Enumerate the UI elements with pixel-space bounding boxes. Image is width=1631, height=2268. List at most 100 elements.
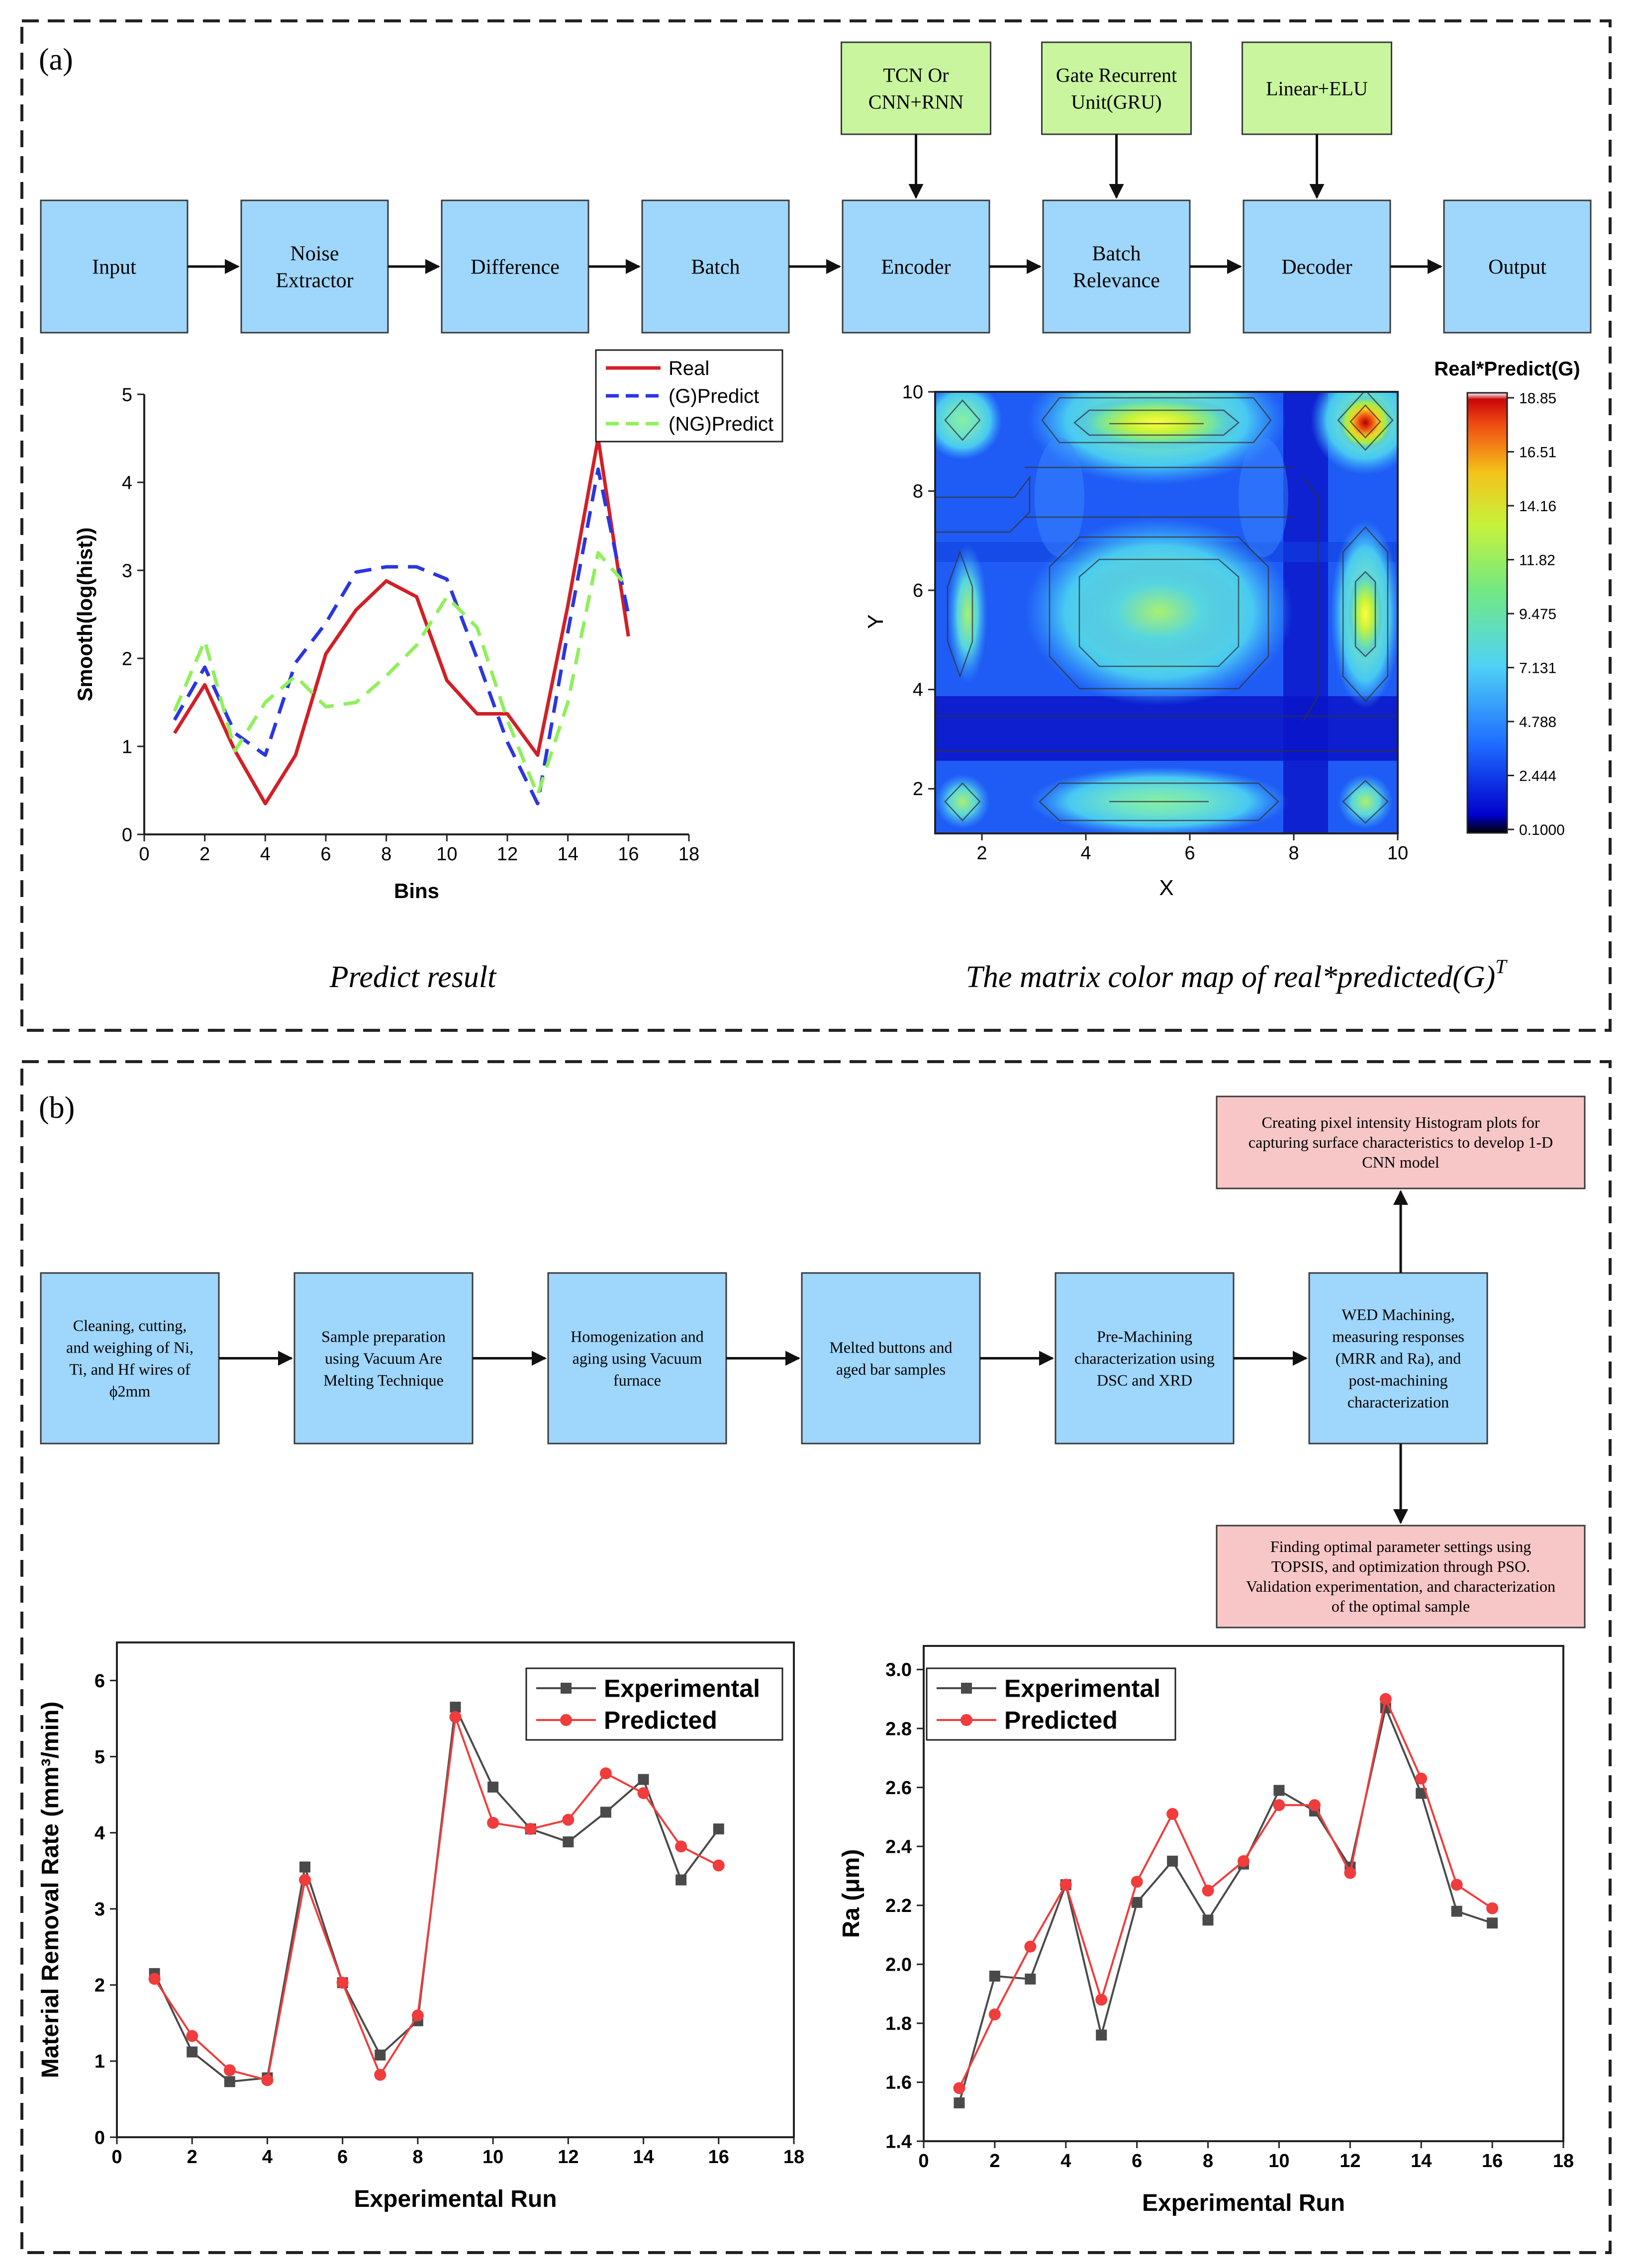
data-point: [336, 1977, 349, 1989]
flow-box-label-line: Homogenization and: [571, 1328, 703, 1346]
data-point: [1096, 2029, 1107, 2041]
process-flow: Cleaning, cutting, and weighing of Ni, Ti,…: [40, 1272, 1488, 1445]
data-point: [637, 1787, 650, 1800]
y-axis-label: Ra (μm): [838, 1849, 864, 1938]
caption-predict-result: Predict result: [329, 960, 497, 994]
scale-tick-label: 16.51: [1519, 445, 1556, 461]
flow-box-label-line: (MRR and Ra), and: [1336, 1350, 1461, 1367]
flow-box-label: Sample preparation using Vacuum Are Meltin…: [321, 1328, 446, 1389]
data-point: [1131, 1897, 1143, 1908]
data-point: [224, 2076, 235, 2087]
scale-tick-label: 4.788: [1519, 714, 1556, 730]
y-tick-label: 2.4: [885, 1836, 912, 1857]
data-point: [186, 2030, 198, 2042]
data-point: [953, 2082, 965, 2094]
flow-box-label-line: characterization using: [1074, 1350, 1215, 1367]
flow-box-label-line: ϕ2mm: [109, 1382, 151, 1400]
module-box: [1242, 41, 1392, 135]
x-axis-label: Bins: [394, 879, 439, 903]
data-point: [299, 1874, 311, 1886]
pipeline-box-label: Output: [1488, 256, 1546, 279]
legend-label: Experimental: [1004, 1675, 1160, 1703]
module-box: [841, 41, 991, 135]
data-point: [450, 1702, 461, 1713]
x-axis-label: Experimental Run: [1142, 2190, 1345, 2216]
legend-label: Real: [669, 358, 709, 379]
data-point: [411, 2009, 424, 2022]
x-tick-label: 14: [633, 2147, 654, 2168]
caption-color-map: The matrix color map of real*predicted(G…: [966, 955, 1508, 994]
pipeline-box-label: Batch Relevance: [1073, 243, 1160, 292]
pipeline-box: [1243, 199, 1391, 334]
x-tick-label: 6: [337, 2147, 348, 2168]
pipeline-box-label-line: Batch: [691, 256, 740, 279]
colormap-y-tick-label: 8: [913, 481, 923, 502]
colormap-field: [935, 392, 1398, 833]
colormap-y-tick-label: 6: [913, 580, 923, 601]
pipeline-box: [240, 199, 389, 334]
y-tick-label: 3: [95, 1899, 105, 1920]
flow-box: [40, 1272, 220, 1445]
module-box: [1041, 41, 1192, 135]
data-point: [1202, 1885, 1214, 1897]
x-tick-label: 4: [260, 844, 271, 865]
plot-frame: [116, 1641, 795, 2138]
x-tick-label: 8: [412, 2147, 423, 2168]
pipeline-box: [40, 199, 189, 334]
scale-tick-label: 0.1000: [1519, 822, 1565, 838]
flow-box-label: WED Machining, measuring responses (MRR an…: [1332, 1306, 1464, 1411]
flow-box-label-line: using Vacuum Are: [325, 1350, 442, 1367]
x-tick-label: 2: [187, 2147, 197, 2168]
colormap-y-tick-label: 2: [913, 779, 923, 800]
flow-box-label-line: and weighing of Ni,: [66, 1339, 193, 1357]
legend-label: Predicted: [604, 1707, 717, 1734]
flow-box: [1055, 1272, 1235, 1445]
legend-label: Experimental: [604, 1675, 760, 1703]
x-tick-label: 16: [618, 844, 639, 865]
data-point: [1415, 1772, 1428, 1785]
flow-box-label-line: WED Machining,: [1342, 1306, 1455, 1324]
pipeline-box: [1443, 199, 1592, 334]
data-point: [563, 1836, 574, 1848]
flow-box-label-line: Melting Technique: [323, 1371, 444, 1389]
pipeline-box-label-line: Output: [1488, 256, 1546, 279]
x-tick-label: 6: [320, 844, 331, 865]
panel-b-label: (b): [39, 1091, 75, 1125]
flow-box: [1308, 1272, 1488, 1445]
legend-marker: [960, 1714, 972, 1726]
flow-box-label: Homogenization and aging using Vacuum furn…: [571, 1328, 703, 1389]
optimization-box: [1216, 1525, 1586, 1629]
y-tick-label: 4: [122, 472, 132, 493]
flow-box: [293, 1272, 474, 1445]
predict-result-chart: 0 2 4 6 8 10 12 14 16 18012345BinsSmooth(log(hist…: [73, 349, 783, 903]
side-box-line: Creating pixel intensity Histogram plots…: [1261, 1113, 1539, 1131]
legend-marker: [961, 1683, 972, 1694]
x-tick-label: 0: [111, 2147, 122, 2168]
pipeline-box-label-line: Relevance: [1073, 270, 1160, 292]
colormap-frame: [934, 391, 1399, 834]
data-point: [1238, 1855, 1249, 1867]
flow-box-label-line: Ti, and Hf wires of: [69, 1361, 191, 1378]
data-point: [223, 2064, 236, 2077]
pipeline-box: [441, 199, 589, 334]
legend-label: Predicted: [1004, 1707, 1118, 1734]
scale-tick-label: 14.16: [1519, 498, 1556, 515]
data-point: [1344, 1867, 1356, 1879]
histogram-cnn-text: Creating pixel intensity Histogram plots…: [1248, 1113, 1553, 1171]
colormap-xlabel: X: [1159, 876, 1173, 900]
data-point: [1273, 1785, 1285, 1796]
scale-tick-label: 2.444: [1519, 768, 1556, 785]
pipeline-box-label: Encoder: [881, 256, 951, 279]
panel-b: (b) Cleaning, cutting, and weighing of Ni…: [20, 1060, 1612, 2254]
data-point: [600, 1807, 611, 1818]
x-axis-label: Experimental Run: [354, 2186, 557, 2212]
colormap-ylabel: Y: [863, 614, 888, 629]
pipeline-box-label-line: Difference: [471, 256, 560, 279]
colormap-y-tick-label: 4: [913, 680, 923, 701]
colormap-y-tick-label: 10: [902, 382, 923, 403]
data-point: [1131, 1876, 1143, 1888]
data-point: [148, 1973, 161, 1985]
y-tick-label: 5: [95, 1747, 105, 1768]
side-box-line: TOPSIS, and optimization through PSO.: [1271, 1557, 1530, 1575]
